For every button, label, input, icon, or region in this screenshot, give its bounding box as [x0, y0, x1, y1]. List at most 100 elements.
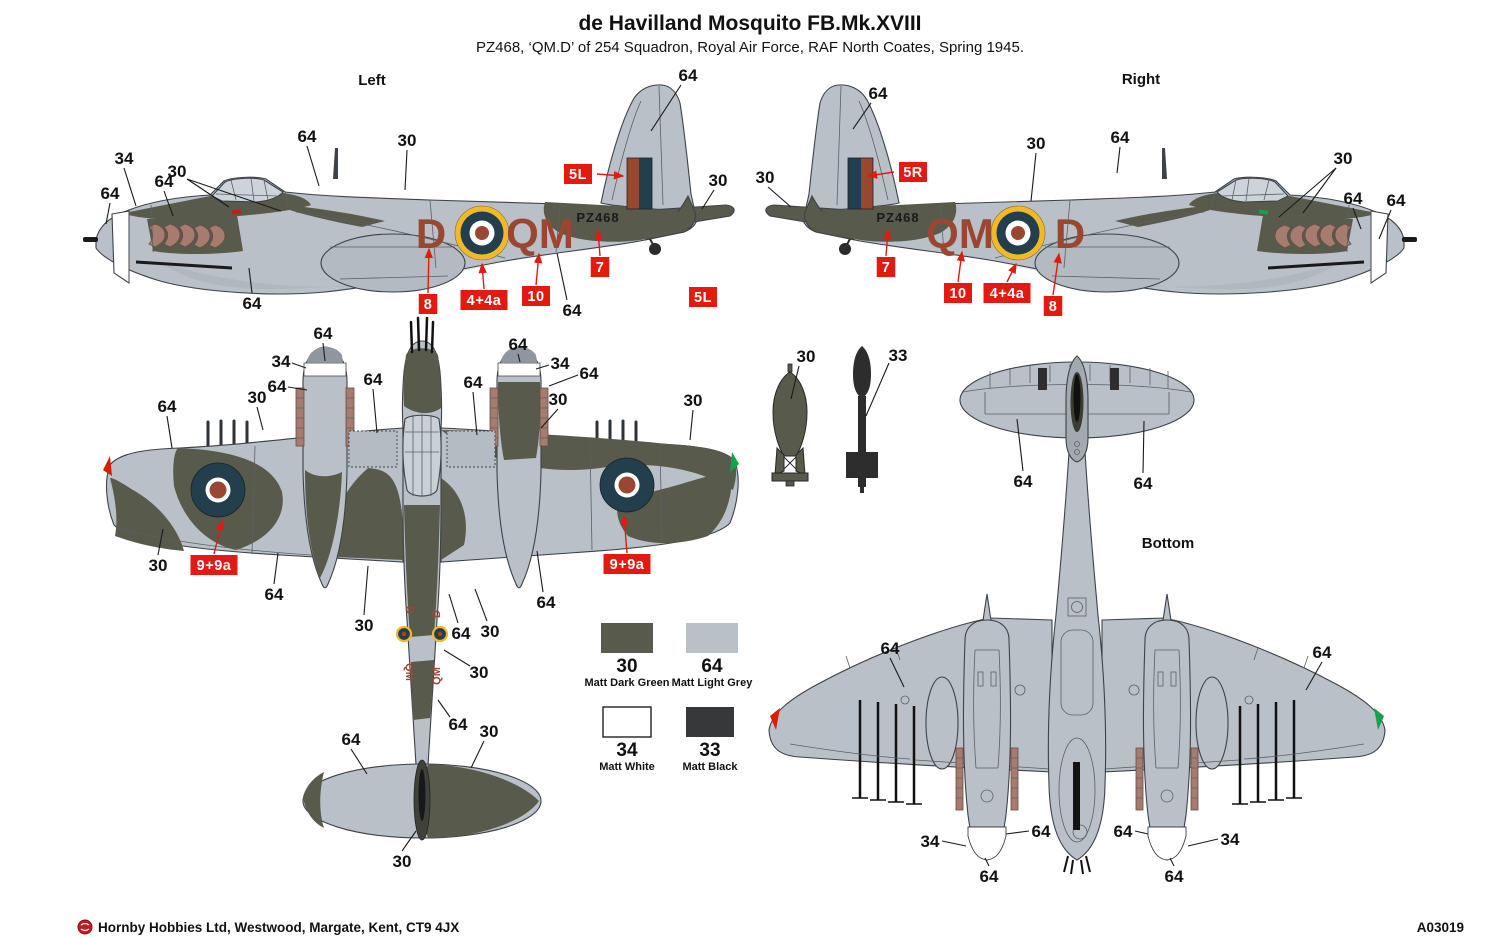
decal-callout-box	[603, 554, 651, 574]
paint-callout-34: 34	[115, 149, 134, 168]
nose-gun-barrels	[409, 316, 435, 354]
left-nacelle-top	[295, 346, 355, 589]
page-subtitle: PZ468, ‘QM.D’ of 254 Squadron, Royal Air…	[476, 39, 1024, 56]
paint-callout-64: 64	[1032, 822, 1051, 841]
rocket-rails	[858, 700, 916, 804]
leader-line	[322, 342, 326, 362]
decal-callout-box	[590, 257, 610, 277]
paint-callout-64: 64	[509, 335, 528, 354]
nose-gun-muzzles	[1063, 855, 1091, 875]
leader-line	[372, 388, 378, 434]
paint-callout-30: 30	[168, 162, 187, 181]
decal-callout-box	[522, 286, 550, 306]
leader-line	[443, 649, 471, 667]
page-title: de Havilland Mosquito FB.Mk.XVIII	[578, 12, 921, 35]
decal-callout-10: 10	[527, 289, 544, 305]
bottom-view-label: Bottom	[1142, 535, 1195, 552]
leader-line	[1005, 830, 1030, 835]
paint-callout-64: 64	[364, 370, 383, 389]
paint-callout-30: 30	[1027, 134, 1046, 153]
paint-callout-64: 64	[265, 585, 284, 604]
legend-code: 34	[616, 740, 638, 761]
leader-line	[248, 267, 253, 294]
decal-callout-9+9a: 9+9a	[610, 557, 645, 573]
formation-light-green	[1258, 209, 1269, 215]
camera-slot	[1073, 762, 1080, 830]
leader-line	[256, 406, 264, 431]
leader-line	[1187, 838, 1219, 847]
paint-callout-64: 64	[1014, 472, 1033, 491]
decal-callout-7: 7	[596, 260, 605, 276]
decal-callout-10: 10	[949, 286, 966, 302]
leader-line	[105, 202, 111, 225]
leader-line	[866, 170, 895, 179]
swatch-black	[686, 707, 734, 737]
rear-fuselage-side-markings: D QM D QM	[395, 606, 449, 685]
leader-line	[273, 552, 279, 585]
paint-callout-64: 64	[881, 639, 900, 658]
canopy-top	[402, 414, 442, 497]
paint-callout-64: 64	[342, 730, 361, 749]
hornby-logo	[77, 919, 93, 935]
paint-callout-30: 30	[470, 663, 489, 682]
leader-line	[1016, 418, 1024, 472]
paint-callout-64: 64	[452, 624, 471, 643]
leader-line	[536, 550, 544, 593]
decal-callout-box	[983, 283, 1031, 303]
leader-line	[1006, 262, 1017, 283]
fuselage-roundel-right	[990, 205, 1046, 261]
paint-callout-30: 30	[393, 852, 412, 871]
swatch-light-grey	[686, 623, 738, 653]
paint-callout-30: 30	[248, 388, 267, 407]
nav-light-green	[730, 452, 739, 472]
swatch-dark-green	[601, 623, 653, 653]
leader-line	[437, 699, 451, 718]
legend-name: Matt Black	[682, 761, 738, 773]
right-view-label: Right	[1122, 71, 1160, 88]
decal-callout-box	[460, 290, 508, 310]
leader-line	[535, 364, 550, 370]
leader-line	[1169, 857, 1175, 867]
paint-callout-64: 64	[1313, 643, 1332, 662]
paint-callout-30: 30	[549, 390, 568, 409]
code-letters: QM	[506, 210, 574, 257]
walkway-panel	[348, 430, 398, 468]
leader-line	[956, 250, 965, 283]
paint-callout-64: 64	[1114, 822, 1133, 841]
leader-line	[123, 167, 137, 207]
paint-callout-30: 30	[480, 722, 499, 741]
leader-line	[517, 353, 521, 363]
leader-line	[533, 252, 543, 286]
decal-callout-5L: 5L	[694, 290, 712, 306]
decal-callout-box	[876, 257, 896, 277]
paint-callout-64: 64	[314, 324, 333, 343]
svg-text:QM: QM	[403, 663, 415, 681]
fin-bottom	[1065, 355, 1089, 463]
leader-line	[157, 528, 164, 556]
decal-callout-box	[899, 162, 927, 182]
paint-callout-64: 64	[1344, 189, 1363, 208]
paint-callout-64: 64	[580, 364, 599, 383]
leader-line	[186, 178, 282, 212]
swatch-white	[602, 706, 652, 738]
leader-line	[448, 593, 459, 624]
product-code: A03019	[1417, 920, 1464, 935]
code-letter: D	[1055, 210, 1085, 257]
left-view-label: Left	[358, 72, 386, 89]
leader-line	[1302, 167, 1337, 214]
leader-line	[540, 408, 559, 429]
decal-callout-box	[944, 283, 972, 303]
paint-callout-34: 34	[921, 832, 940, 851]
leader-line	[852, 102, 872, 130]
paint-callout-64: 64	[679, 66, 698, 85]
fuselage-roundel-left	[454, 205, 510, 261]
leader-line	[1030, 152, 1037, 202]
paint-callout-64: 64	[101, 184, 120, 203]
decal-callout-5L: 5L	[569, 167, 587, 183]
paint-callout-33: 33	[889, 346, 908, 365]
paint-callout-64: 64	[158, 397, 177, 416]
paint-callout-34: 34	[1221, 830, 1240, 849]
leader-line	[556, 252, 568, 301]
leader-line	[363, 565, 369, 616]
paint-callout-64: 64	[563, 301, 582, 320]
